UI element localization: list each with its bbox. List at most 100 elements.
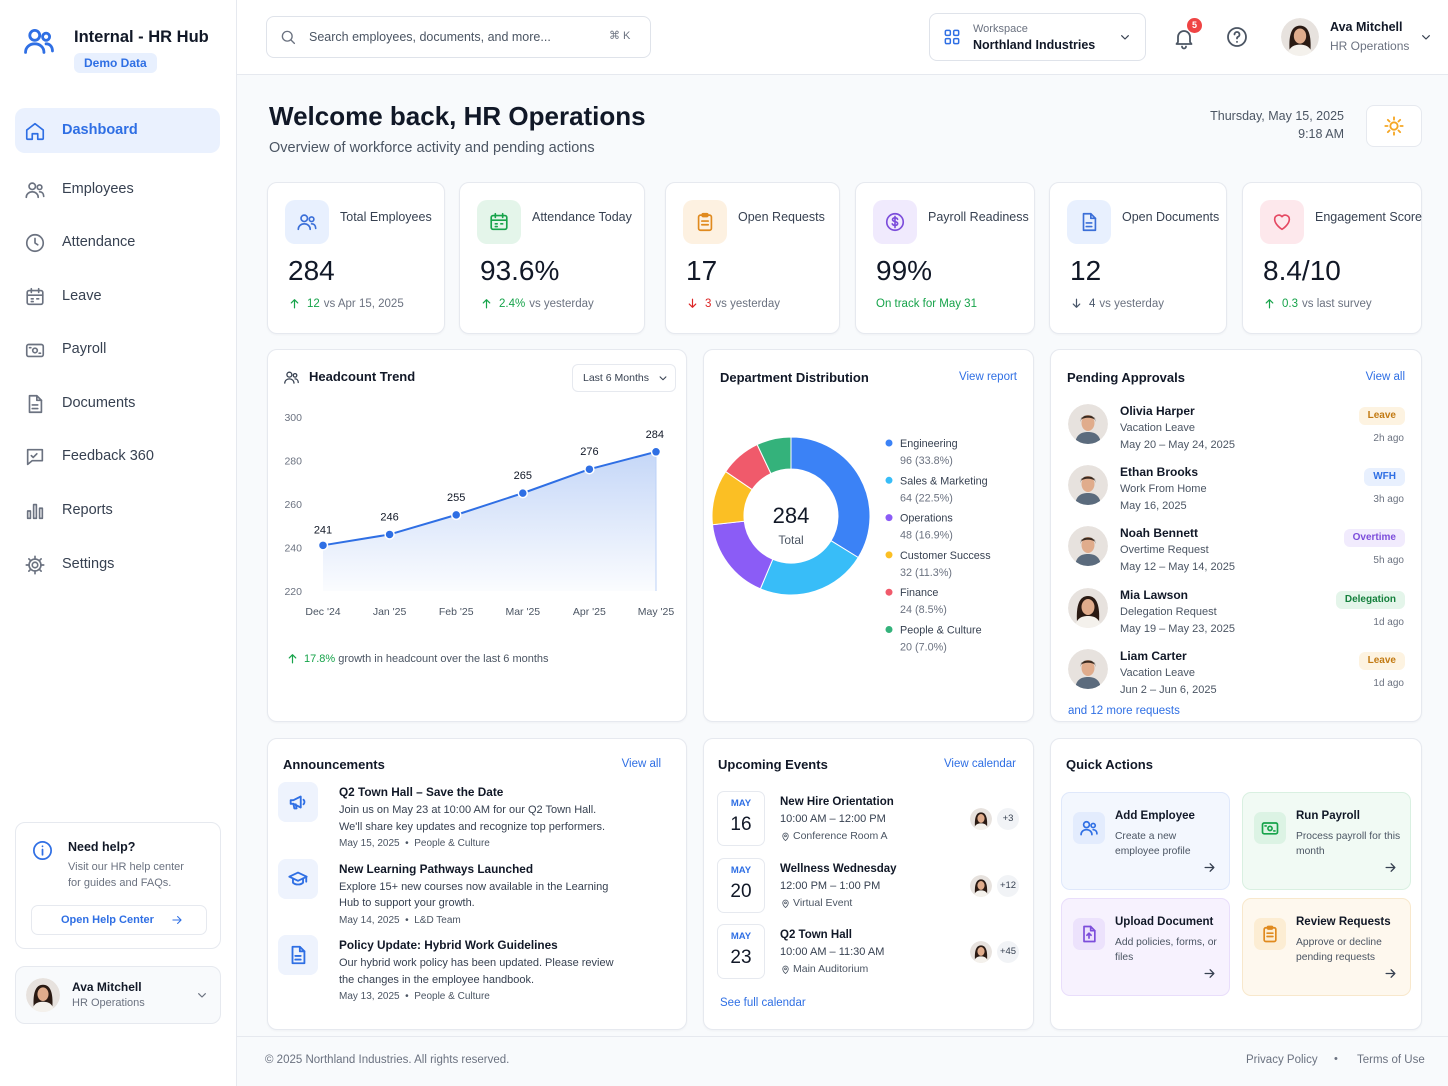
request-tag[interactable]: WFH: [1364, 468, 1405, 487]
legend-dot: [885, 551, 893, 559]
icon-part: [944, 37, 952, 45]
workspace-select[interactable]: Workspace Northland Industries: [929, 13, 1146, 61]
announcement-title: Policy Update: Hybrid Work Guidelines: [339, 938, 558, 952]
request-type: Vacation Leave: [1120, 666, 1196, 679]
user-box[interactable]: Ava Mitchell HR Operations: [15, 966, 221, 1024]
icon-part: [782, 832, 789, 842]
nav-item[interactable]: Leave: [62, 288, 102, 304]
avatar: [1068, 526, 1108, 567]
nav-item[interactable]: Feedback 360: [62, 448, 154, 464]
user-name: Ava Mitchell: [72, 980, 142, 994]
nav-item[interactable]: Dashboard: [62, 122, 138, 138]
icon: [1227, 27, 1247, 47]
avatar: [26, 978, 60, 1012]
legend-label: Customer Success: [900, 550, 991, 562]
icon-part: [885, 212, 905, 232]
help-title: Need help?: [68, 840, 136, 854]
request-time: 1d ago: [1373, 677, 1404, 689]
action-tile[interactable]: Add Employee Create a new employee profil…: [1061, 792, 1230, 890]
card-link[interactable]: View all: [1365, 371, 1405, 383]
user-role: HR Operations: [72, 997, 145, 1009]
icon-part: [198, 993, 206, 998]
icon-part: [297, 223, 312, 231]
theme-button[interactable]: [1366, 105, 1422, 147]
nav-item[interactable]: Reports: [62, 502, 113, 518]
date-box: MAY 16: [717, 791, 765, 846]
icon-part: [291, 945, 306, 965]
icon-part: [952, 37, 960, 45]
more-link[interactable]: See full calendar: [720, 997, 806, 1009]
nav-item[interactable]: Documents: [62, 395, 136, 411]
search-box[interactable]: Search employees, documents, and more...…: [266, 16, 651, 58]
icon-part: [1266, 932, 1274, 938]
x-tick-label: Jan '25: [373, 606, 407, 618]
footer-rule: [237, 1036, 1448, 1037]
value-label: 255: [447, 492, 465, 504]
icon: [297, 214, 317, 231]
donut-segment: [759, 540, 859, 596]
kpi-card: Attendance Today 93.6% 2.4% vs yesterday: [459, 182, 645, 334]
search-shortcut: ⌘ K: [609, 30, 631, 42]
icon-part: [1092, 828, 1098, 835]
announcement-meta: May 15, 2025 • People & Culture: [339, 838, 490, 849]
icon-part: [38, 507, 44, 520]
icon-part: [31, 561, 39, 569]
request-tag[interactable]: Leave: [1358, 407, 1405, 425]
icon: [284, 371, 299, 384]
avatar: [1068, 587, 1108, 628]
icon-part: [1081, 476, 1095, 493]
action-tile[interactable]: Upload Document Add policies, forms, or f…: [1061, 898, 1230, 996]
icon: [1175, 30, 1193, 50]
icon-part: [1385, 863, 1396, 872]
icon-part: [973, 956, 989, 964]
kpi-note: On track for May 31: [876, 298, 977, 310]
y-tick-label: 240: [284, 543, 302, 555]
nav-item[interactable]: Settings: [62, 556, 115, 572]
event-time: 10:00 AM – 12:00 PM: [780, 813, 886, 825]
icon-part: [292, 372, 298, 378]
attendee-count: +3: [997, 808, 1019, 830]
nav-item[interactable]: Employees: [62, 181, 134, 197]
icon-part: [1081, 537, 1095, 543]
card-link[interactable]: View calendar: [943, 758, 1016, 770]
notification-count[interactable]: 5: [1187, 18, 1202, 33]
search-placeholder: Search employees, documents, and more...: [309, 30, 551, 44]
icon-part: [1082, 212, 1097, 232]
more-link[interactable]: and 12 more requests: [1068, 705, 1180, 717]
icon-part: [1384, 116, 1404, 136]
icon: [290, 299, 299, 309]
legend-label: People & Culture: [900, 625, 982, 637]
avatar: [1068, 648, 1108, 689]
nav-item[interactable]: Attendance: [62, 234, 136, 250]
range-label: Last 6 Months: [583, 372, 649, 384]
card-link[interactable]: View all: [621, 758, 661, 770]
icon-part: [1082, 820, 1091, 829]
nav-item[interactable]: Payroll: [62, 341, 107, 357]
icon-box: [278, 782, 318, 822]
request-tag[interactable]: Leave: [1358, 651, 1405, 670]
footer-link[interactable]: Terms of Use: [1357, 1054, 1425, 1066]
chart-link[interactable]: View report: [959, 371, 1017, 383]
footer-link[interactable]: Privacy Policy: [1246, 1054, 1318, 1066]
icon: [288, 871, 308, 885]
approvals-card: Pending Approvals View all Olivia Harper Va…: [1050, 349, 1422, 722]
kpi-delta: 2.4%: [499, 298, 526, 310]
separator: •: [1334, 1053, 1338, 1065]
kpi-delta: 4: [1089, 298, 1096, 310]
kpi-note: vs yesterday: [1099, 298, 1164, 310]
icon-part: [1075, 615, 1101, 628]
help-button[interactable]: Open Help Center: [31, 905, 207, 935]
date: Thursday, May 15, 2025: [1210, 109, 1344, 123]
point: [317, 540, 329, 551]
icon-part: [1385, 969, 1396, 978]
request-tag[interactable]: Delegation: [1335, 590, 1405, 609]
attendee-count: +12: [997, 874, 1019, 897]
range-select[interactable]: Last 6 Months: [572, 364, 676, 392]
action-tile[interactable]: Review Requests Approve or decline pendin…: [1242, 898, 1411, 996]
action-tile[interactable]: Run Payroll Process payroll for this mont…: [1242, 792, 1411, 890]
request-tag[interactable]: Overtime: [1343, 529, 1405, 548]
icon-box: [1073, 918, 1105, 950]
icon-part: [286, 371, 293, 378]
icon-part: [34, 237, 39, 246]
icon: [26, 287, 44, 306]
